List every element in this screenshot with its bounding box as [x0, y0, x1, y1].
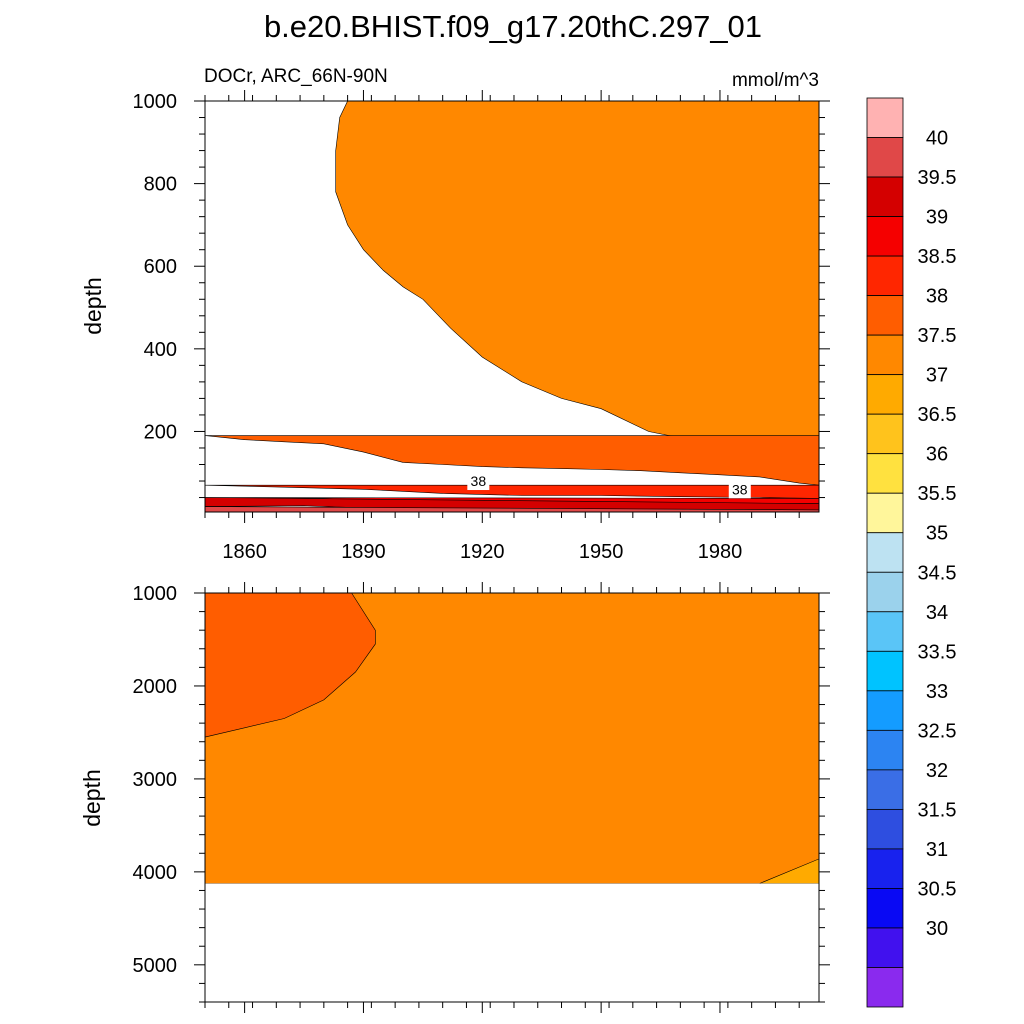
colorbar-label: 32.5: [918, 720, 957, 742]
colorbar-swatch: [866, 374, 904, 415]
colorbar-label: 35: [926, 523, 948, 545]
upper-contour-region: [204, 435, 820, 486]
upper-x-tick-label: 1950: [579, 541, 624, 563]
colorbar-swatch: [866, 888, 904, 929]
subtitle-right: mmol/m^3: [732, 70, 819, 91]
colorbar-label: 34: [926, 602, 948, 624]
lower-y-tick-label: 3000: [133, 769, 178, 791]
colorbar-swatch: [866, 137, 904, 178]
colorbar-label: 36: [926, 444, 948, 466]
upper-panel: 38 38 200 400 600 800 1000 1860 1890 1920 1950 198…: [80, 90, 830, 563]
colorbar-label: 30.5: [918, 878, 957, 900]
subtitle-left: DOCr, ARC_66N-90N: [204, 66, 388, 87]
lower-y-tick-label: 5000: [133, 955, 178, 977]
lower-y-axis-label: depth: [79, 769, 105, 827]
lower-y-tick-label: 1000: [133, 583, 178, 605]
upper-y-tick-label: 200: [144, 421, 177, 443]
colorbar-label: 33.5: [918, 641, 957, 663]
colorbar-swatch: [866, 967, 904, 1008]
colorbar-label: 37: [926, 365, 948, 387]
colorbar-label: 39.5: [918, 167, 957, 189]
colorbar-label: 32: [926, 760, 948, 782]
colorbar-swatch: [866, 611, 904, 652]
colorbar-swatch: [866, 216, 904, 257]
upper-x-tick-label: 1890: [341, 541, 386, 563]
upper-contour-fills: [204, 100, 820, 513]
colorbar-label: 36.5: [918, 404, 957, 426]
upper-x-tick-label: 1860: [222, 541, 267, 563]
colorbar-label: 31: [926, 839, 948, 861]
upper-y-tick-label: 800: [144, 174, 177, 196]
lower-contour-fills: [204, 592, 820, 1002]
colorbar-swatch: [866, 769, 904, 810]
colorbar-label: 37.5: [918, 325, 957, 347]
colorbar-swatch: [866, 255, 904, 297]
colorbar-swatch: [866, 848, 904, 889]
colorbar: 40 39.5 39 38.5 38 37.5 37 36.5 36 35.5 35 34.5 34 33…: [866, 97, 957, 1008]
upper-y-tick-label: 600: [144, 256, 177, 278]
lower-panel: 1000 2000 3000 4000 5000 depth: [79, 582, 830, 1013]
upper-contour-labels: 38 38: [467, 471, 751, 499]
chart-title: b.e20.BHIST.f09_g17.20thC.297_01: [264, 9, 762, 44]
colorbar-swatch: [866, 690, 904, 731]
colorbar-label: 33: [926, 681, 948, 703]
colorbar-label: 39: [926, 207, 948, 229]
contour-label: 38: [732, 481, 748, 497]
upper-x-tick-label: 1920: [460, 541, 505, 563]
lower-y-tick-label: 4000: [133, 862, 178, 884]
colorbar-label: 31.5: [918, 799, 957, 821]
colorbar-swatch: [866, 729, 904, 771]
lower-missing-data-area: [205, 883, 819, 1002]
colorbar-swatch: [866, 650, 904, 692]
contour-label: 38: [471, 473, 487, 489]
colorbar-label: 40: [926, 128, 948, 150]
lower-contour-region: [204, 592, 376, 738]
colorbar-label: 38.5: [918, 246, 957, 268]
colorbar-swatch: [866, 334, 904, 376]
colorbar-swatch: [866, 453, 904, 494]
colorbar-swatch: [866, 295, 904, 336]
colorbar-label: 34.5: [918, 562, 957, 584]
colorbar-label: 30: [926, 918, 948, 940]
upper-y-tick-label: 1000: [133, 91, 178, 113]
lower-y-tick-label: 2000: [133, 676, 178, 698]
upper-contour-region: [204, 484, 820, 499]
colorbar-swatch: [866, 97, 904, 138]
colorbar-label: 35.5: [918, 483, 957, 505]
colorbar-label: 38: [926, 286, 948, 308]
lower-axes: 1000 2000 3000 4000 5000: [133, 582, 830, 1013]
colorbar-swatch: [866, 492, 904, 534]
upper-axes: 200 400 600 800 1000 1860 1890 1920 1950 1980: [133, 90, 830, 563]
upper-plot-frame: [204, 100, 820, 513]
colorbar-swatch: [866, 927, 904, 968]
upper-contour-region: [205, 100, 820, 469]
colorbar-swatch: [866, 571, 904, 613]
colorbar-swatch: [866, 176, 904, 217]
upper-y-tick-label: 400: [144, 339, 177, 361]
contour-label-background: [467, 471, 490, 491]
upper-y-axis-label: depth: [80, 277, 106, 335]
colorbar-swatch: [866, 532, 904, 573]
contour-label-background: [728, 479, 751, 499]
colorbar-swatch: [866, 808, 904, 850]
colorbar-swatch: [866, 413, 904, 455]
upper-x-tick-label: 1980: [698, 541, 743, 563]
